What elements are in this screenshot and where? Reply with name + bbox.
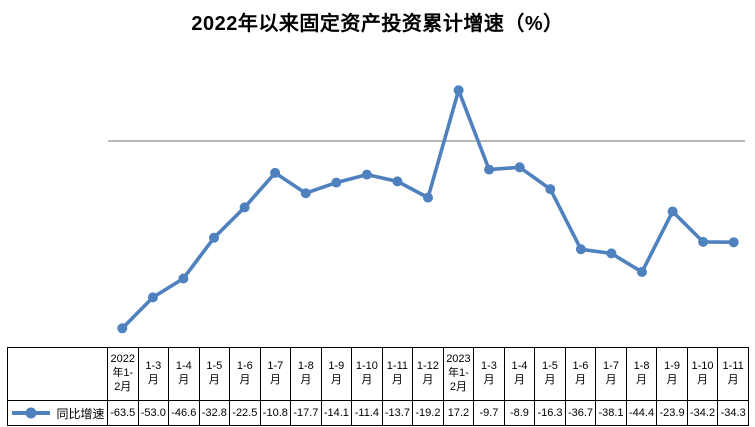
data-point-marker	[361, 169, 372, 180]
category-cell: 1-11月	[381, 347, 414, 401]
category-cell: 1-3月	[137, 347, 170, 401]
data-point-marker	[453, 85, 464, 96]
category-cell: 2023年1-2月	[442, 347, 475, 401]
value-cell: -10.8	[259, 400, 292, 426]
table-corner-cell	[7, 347, 108, 401]
table-header-row: 2022年1-2月 1-3月 1-4月 1-5月 1-6月 1-7月 1-8月 1-9月 1-1…	[7, 347, 749, 401]
category-cell: 1-10月	[351, 347, 383, 401]
category-cell: 2022年1-2月	[107, 347, 139, 401]
data-point-marker	[423, 192, 433, 203]
value-cell: -38.1	[595, 400, 627, 426]
data-point-marker	[147, 292, 158, 303]
category-cell: 1-9月	[656, 347, 688, 401]
data-point-marker	[728, 237, 739, 248]
value-cell: -9.7	[473, 400, 505, 426]
data-point-marker	[209, 232, 219, 243]
data-point-marker	[545, 184, 556, 195]
value-cell: -13.7	[381, 400, 414, 426]
table-values-row: 同比增速 -63.5 -53.0 -46.6 -32.8 -22.5 -10.8 -17.7…	[7, 400, 749, 426]
category-cell: 1-10月	[686, 347, 719, 401]
value-cell: -36.7	[564, 400, 597, 426]
value-cell: -46.6	[168, 400, 200, 426]
data-point-marker	[667, 206, 678, 217]
data-point-marker	[514, 162, 525, 173]
value-cell: -14.1	[320, 400, 353, 426]
category-cell: 1-9月	[320, 347, 353, 401]
category-cell: 1-4月	[503, 347, 536, 401]
category-cell: 1-8月	[625, 347, 658, 401]
chart-title: 2022年以来固定资产投资累计增速（%）	[191, 13, 564, 35]
category-cell: 1-7月	[259, 347, 292, 401]
category-cell: 1-4月	[168, 347, 200, 401]
data-point-marker	[117, 323, 128, 334]
value-cell: -63.5	[107, 400, 139, 426]
value-cell: -34.2	[686, 400, 719, 426]
value-cell: 17.2	[442, 400, 475, 426]
data-point-marker	[300, 188, 311, 199]
value-cell: -19.2	[412, 400, 444, 426]
data-point-marker	[270, 167, 281, 178]
category-cell: 1-11月	[717, 347, 749, 401]
data-table: 2022年1-2月 1-3月 1-4月 1-5月 1-6月 1-7月 1-8月 1-9月 1-1…	[7, 347, 749, 426]
category-cell: 1-6月	[564, 347, 597, 401]
data-point-marker	[698, 236, 709, 247]
data-point-marker	[178, 273, 189, 284]
series-line	[120, 88, 736, 331]
data-point-marker	[637, 267, 647, 277]
legend-series-label: 同比增速	[56, 406, 105, 421]
value-cell: -11.4	[351, 400, 383, 426]
category-cell: 1-8月	[290, 347, 322, 401]
data-point-marker	[484, 164, 495, 175]
data-point-marker	[575, 244, 586, 255]
legend: 同比增速	[9, 405, 106, 422]
category-cell: 1-6月	[229, 347, 261, 401]
legend-cell: 同比增速	[7, 400, 108, 426]
data-point-marker	[606, 248, 617, 259]
category-cell: 1-12月	[412, 347, 444, 401]
data-point-marker	[239, 202, 250, 213]
value-cell: -44.4	[625, 400, 658, 426]
data-point-marker	[331, 177, 342, 188]
category-cell: 1-7月	[595, 347, 627, 401]
data-point-marker	[392, 176, 403, 187]
category-cell: 1-5月	[198, 347, 231, 401]
legend-line-marker-icon	[12, 407, 51, 419]
value-cell: -8.9	[503, 400, 536, 426]
category-cell: 1-5月	[534, 347, 566, 401]
category-cell: 1-3月	[473, 347, 505, 401]
value-cell: -32.8	[198, 400, 231, 426]
value-cell: -23.9	[656, 400, 688, 426]
value-cell: -53.0	[137, 400, 170, 426]
value-cell: -16.3	[534, 400, 566, 426]
value-cell: -17.7	[290, 400, 322, 426]
value-cell: -22.5	[229, 400, 261, 426]
value-cell: -34.3	[717, 400, 749, 426]
